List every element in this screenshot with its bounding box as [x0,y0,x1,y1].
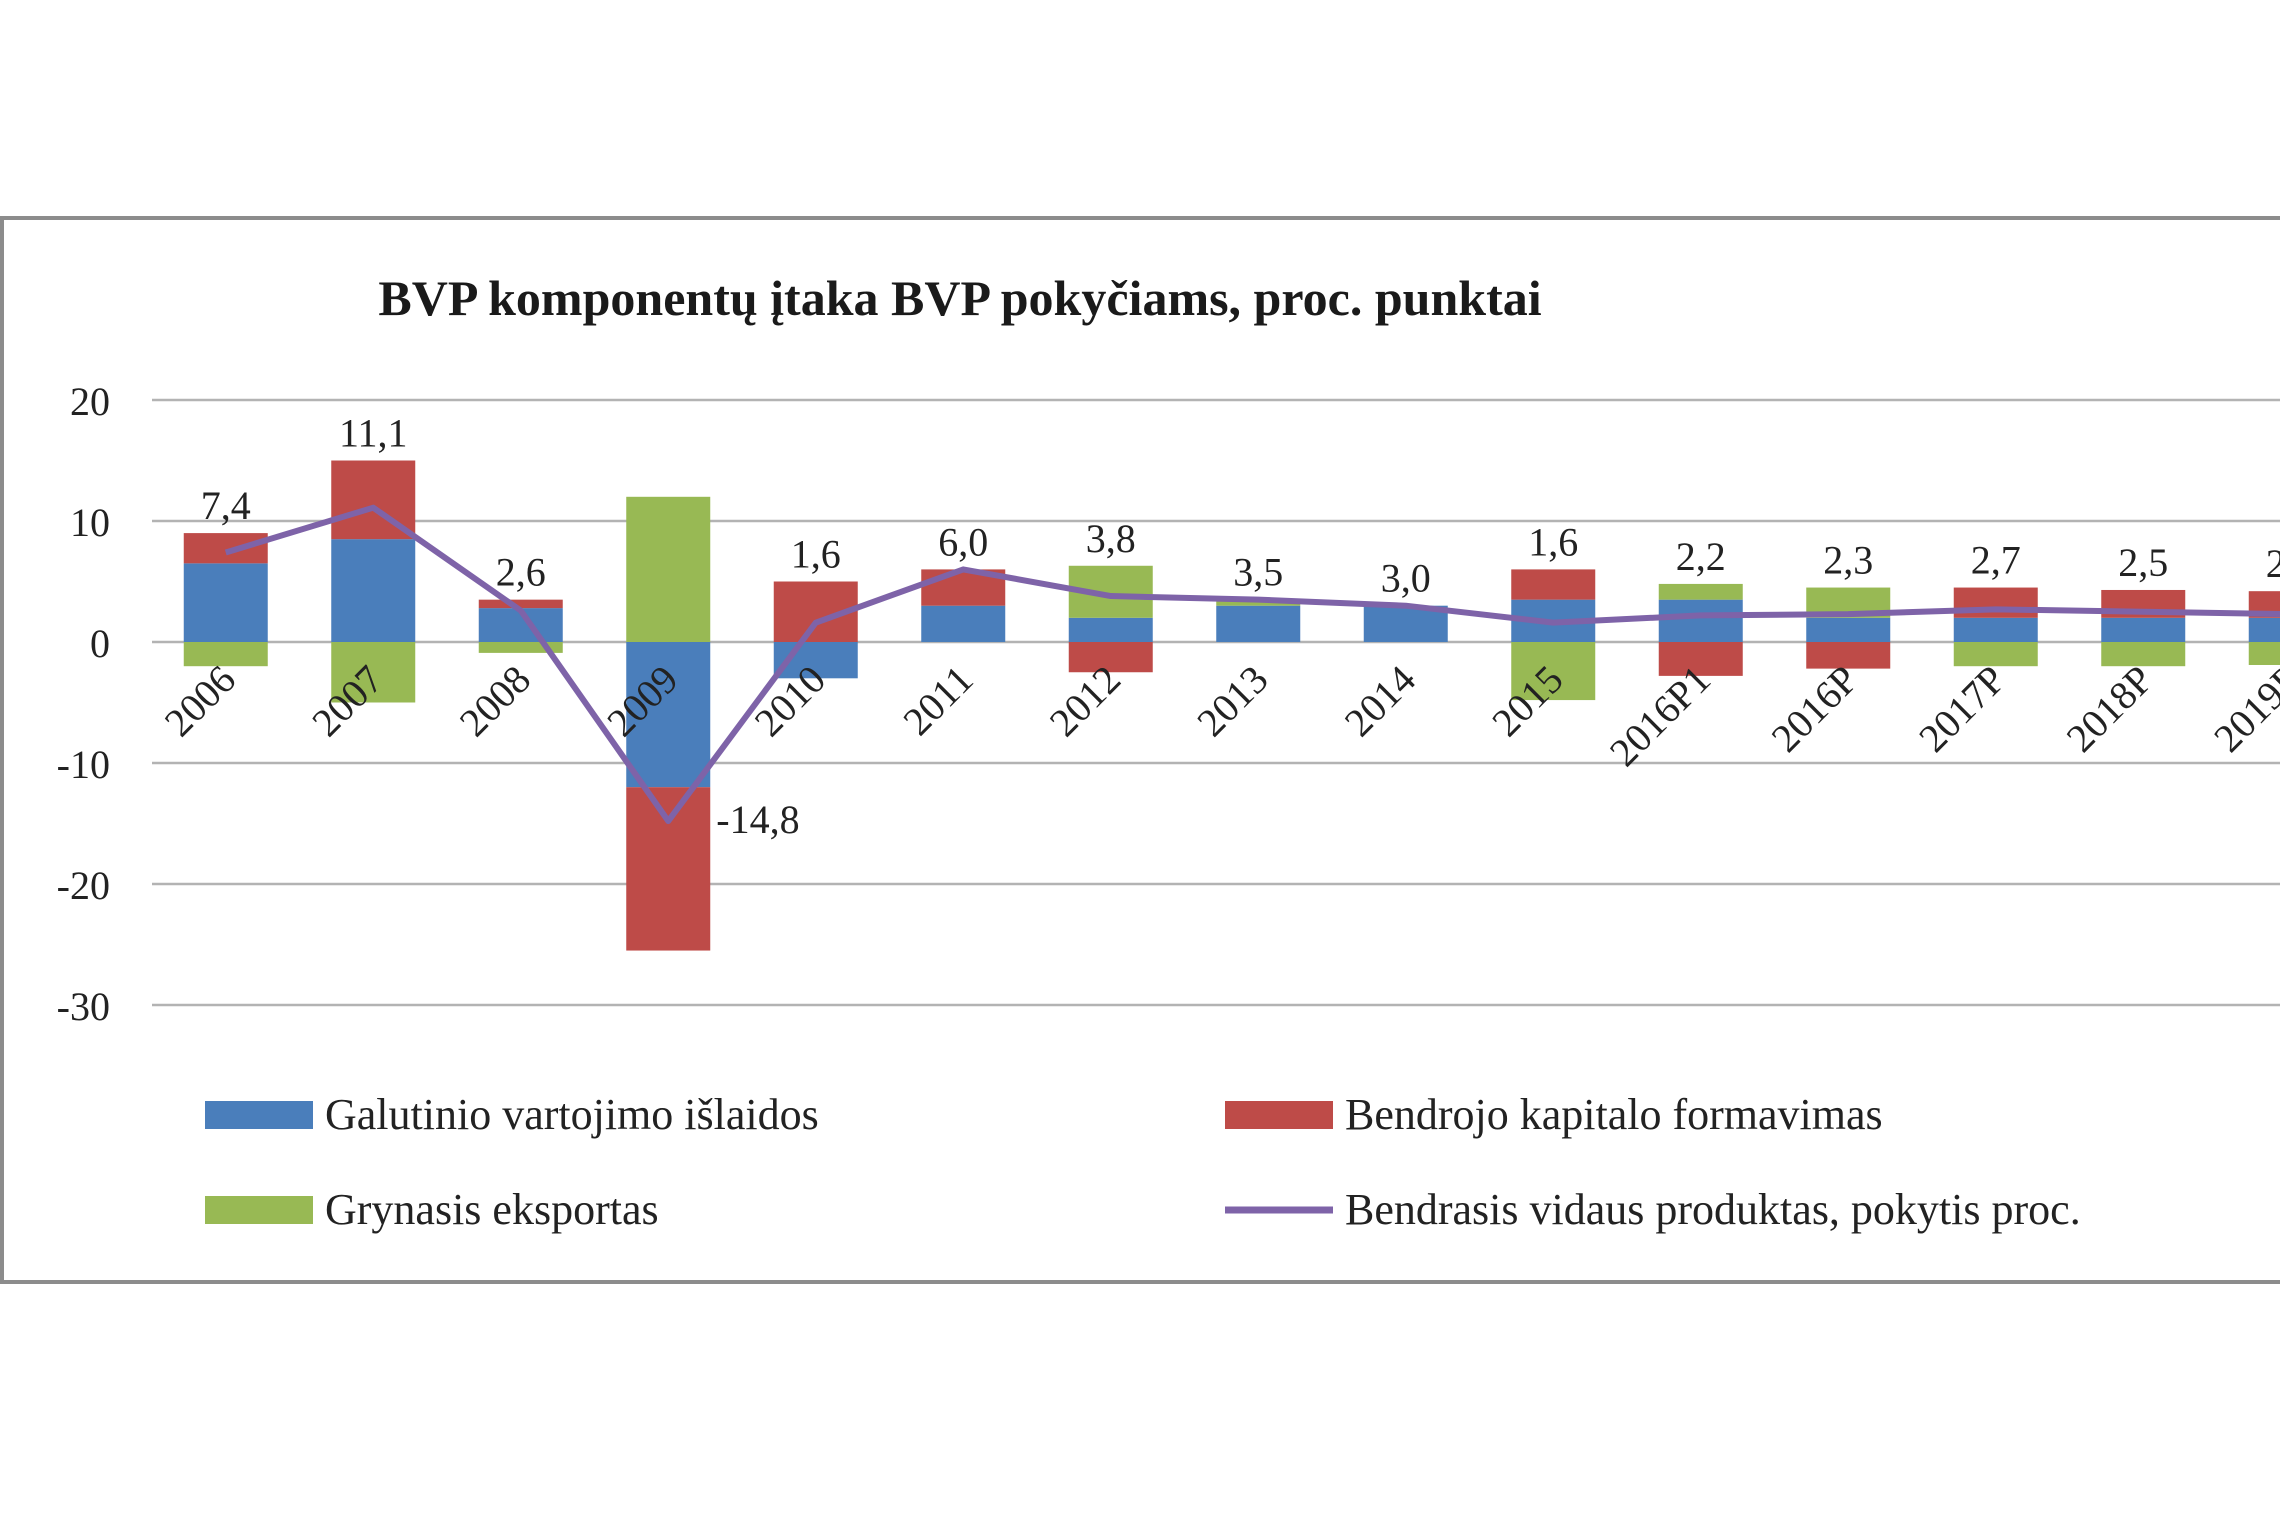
gdp-line-path [224,504,2280,825]
bar-segment [2248,642,2280,665]
bar-segment [1953,617,2038,642]
y-tick-label: -30 [57,984,110,1029]
bar-segment [331,642,416,703]
legend-swatch [205,1101,313,1129]
bar-segment [1806,617,1891,642]
bar-segment [1068,617,1153,642]
bar-segment [1658,583,1743,600]
bar-segment [921,605,1006,642]
data-label: 2,7 [1971,538,2021,583]
y-tick-label: -10 [57,742,110,787]
data-label: 2,3 [2266,541,2280,586]
data-label: 7,4 [201,483,251,528]
data-label: 2,3 [1823,538,1873,583]
y-tick-label: 0 [90,621,110,666]
y-axis-ticks: 20 10 0 -10 -20 -30 [57,379,110,1029]
data-label: 2,5 [2118,540,2168,585]
bar-segment [331,539,416,642]
bar-segment [626,787,711,951]
legend: Galutinio vartojimo išlaidos Bendrojo kap… [205,1090,2081,1234]
data-label: -14,8 [716,797,799,842]
bar-segment [626,496,711,642]
legend-label: Grynasis eksportas [325,1185,659,1234]
legend-swatch [1225,1101,1333,1129]
legend-label: Bendrojo kapitalo formavimas [1345,1090,1883,1139]
data-label: 3,8 [1086,516,1136,561]
bar-segment [1216,605,1301,642]
bar-segment [1806,642,1891,669]
bar-segment [183,563,268,642]
bar-segment [1216,599,1301,606]
bar-segment [183,642,268,667]
legend-label: Bendrasis vidaus produktas, pokytis proc… [1345,1185,2081,1234]
data-label: 6,0 [938,519,988,564]
chart-frame [0,216,2280,1284]
data-label: 1,6 [791,532,841,577]
bar-segment [1511,569,1596,600]
legend-label: Galutinio vartojimo išlaidos [325,1090,819,1139]
y-tick-label: 10 [70,500,110,545]
data-label: 3,0 [1381,556,1431,601]
y-tick-label: -20 [57,863,110,908]
bar-segment [1658,599,1743,642]
data-label: 1,6 [1528,519,1578,564]
bar-segment [2101,617,2186,642]
bar-segment [478,599,563,609]
data-label: 2,2 [1676,534,1726,579]
legend-swatch [205,1196,313,1224]
chart-title: BVP komponentų įtaka BVP pokyčiams, proc… [378,270,1541,326]
bar-segment [1953,642,2038,667]
bar-segment [2248,617,2280,642]
bar-segment [478,642,563,653]
data-labels: 7,4 11,1 2,6 -14,8 1,6 6,0 3,8 3,5 3,0 1,6 2,2 2,3 2… [201,411,2280,843]
data-label: 2,6 [496,550,546,595]
data-label: 3,5 [1233,550,1283,595]
y-tick-label: 20 [70,379,110,424]
bar-segment [1068,642,1153,673]
bar-segment [2101,642,2186,667]
bar-segment [1511,642,1596,701]
gdp-line [224,504,2280,825]
data-label: 11,1 [339,411,408,456]
bar-segment [626,642,711,788]
bar-segment [1658,642,1743,676]
bar-segment [183,533,268,564]
